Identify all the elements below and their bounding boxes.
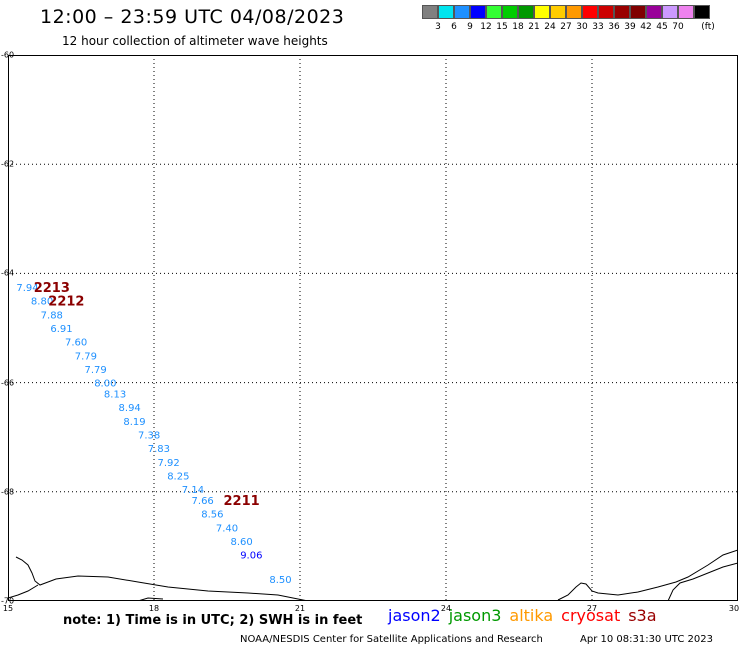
swh-points: 7.94 8.80 7.88 6.91 7.60 7.79 7.79 8.008.13 8.94…	[16, 283, 316, 601]
swh-value: 7.66	[192, 496, 214, 507]
color-scale-labels: 3 6 9 12 15 18 21 24 27 30 33 36 39 42 45 70 (ft)	[422, 22, 740, 34]
generation-timestamp: Apr 10 08:31:30 UTC 2023	[580, 634, 713, 645]
footer-note: note: 1) Time is in UTC; 2) SWH is in fe…	[63, 613, 363, 628]
swh-value: 7.40	[216, 523, 238, 534]
color-scale-legend	[422, 5, 710, 19]
legend-label: 12	[480, 22, 492, 32]
legend-swatch	[662, 5, 678, 19]
swh-value: 8.19	[123, 417, 145, 428]
legend-swatch	[486, 5, 502, 19]
legend-swatch	[646, 5, 662, 19]
latitude-label: -62	[1, 159, 15, 169]
page-subtitle: 12 hour collection of altimeter wave hei…	[62, 34, 328, 48]
legend-label: 39	[624, 22, 636, 32]
legend-label: 3	[435, 22, 441, 32]
legend-swatch	[502, 5, 518, 19]
legend-label: 6	[451, 22, 457, 32]
satellite-s3a: s3a	[628, 606, 657, 625]
longitude-label: 24	[440, 604, 452, 613]
antarctica-coastline	[8, 549, 738, 601]
swh-value: 7.79	[75, 351, 97, 362]
legend-swatch	[566, 5, 582, 19]
swh-value: 8.13	[104, 390, 126, 401]
legend-label: 33	[592, 22, 604, 32]
swh-value: 8.50	[269, 575, 291, 586]
satellite-jason2: jason2	[388, 606, 441, 625]
swh-value: 8.00	[94, 379, 116, 390]
swh-value: 8.60	[230, 537, 252, 548]
coastline-west	[15, 556, 309, 601]
longitude-label: 30	[728, 604, 740, 613]
legend-swatch	[614, 5, 630, 19]
legend-swatch	[534, 5, 550, 19]
latitude-label: -70	[1, 596, 15, 606]
latitude-label: -66	[1, 378, 15, 388]
legend-label: 42	[640, 22, 652, 32]
longitude-label: 27	[586, 604, 598, 613]
legend-swatch	[518, 5, 534, 19]
legend-label: 21	[528, 22, 540, 32]
legend-label: 15	[496, 22, 508, 32]
latitude-label: -64	[1, 268, 15, 278]
legend-swatch	[470, 5, 486, 19]
swh-value: 8.80	[31, 297, 53, 308]
latitude-label: -68	[1, 487, 15, 497]
swh-value: 8.56	[201, 510, 223, 521]
graticule	[8, 55, 738, 601]
legend-label: 24	[544, 22, 556, 32]
legend-swatch	[422, 5, 438, 19]
longitude-label: 21	[294, 604, 306, 613]
pass-number-label: 2211	[224, 494, 260, 509]
legend-label: 36	[608, 22, 620, 32]
pass-number-label: 2213	[34, 281, 70, 296]
legend-label: 9	[467, 22, 473, 32]
swh-value: 7.14	[182, 485, 204, 496]
legend-swatch	[582, 5, 598, 19]
satellite-altika: altika	[509, 606, 554, 625]
swh-value: 7.79	[84, 365, 106, 376]
latitude-label: -60	[1, 50, 15, 60]
legend-swatch	[694, 5, 710, 19]
legend-swatch	[454, 5, 470, 19]
legend-label: 27	[560, 22, 572, 32]
swh-value: 7.92	[157, 458, 179, 469]
longitude-label: 15	[2, 604, 14, 613]
swh-value: 8.25	[167, 471, 189, 482]
swh-value: 7.94	[16, 283, 38, 294]
coastline-west-low	[8, 584, 39, 599]
swh-value: 7.38	[138, 430, 160, 441]
page-title: 12:00 – 23:59 UTC 04/08/2023	[40, 6, 345, 28]
satellite-cryosat: cryosat	[561, 606, 621, 625]
legend-swatch	[550, 5, 566, 19]
coastline-east-2	[667, 562, 738, 601]
pass-number-label: 2212	[48, 295, 84, 310]
legend-label: 70	[672, 22, 684, 32]
legend-swatch	[678, 5, 694, 19]
longitude-label: 18	[148, 604, 160, 613]
swh-value: 7.83	[148, 444, 170, 455]
legend-label: 45	[656, 22, 668, 32]
legend-swatch	[598, 5, 614, 19]
satellite-legend: jason2 jason3 altika cryosat s3a	[388, 606, 657, 625]
credit-line: NOAA/NESDIS Center for Satellite Applica…	[240, 634, 543, 645]
plot-border	[8, 55, 738, 601]
swh-value: 7.88	[41, 310, 63, 321]
coastline-east	[557, 549, 738, 601]
swh-value: 6.91	[50, 324, 72, 335]
swh-value: 8.94	[119, 403, 141, 414]
map-plot: 7.94 8.80 7.88 6.91 7.60 7.79 7.79 8.008.13 8.94…	[8, 55, 738, 601]
swh-value: 7.60	[65, 338, 87, 349]
legend-label: 18	[512, 22, 524, 32]
satellite-jason3: jason3	[448, 606, 502, 625]
legend-swatch	[438, 5, 454, 19]
legend-swatch	[630, 5, 646, 19]
legend-label: 30	[576, 22, 588, 32]
legend-label: (ft)	[701, 22, 715, 32]
swh-value: 9.06	[240, 551, 262, 562]
